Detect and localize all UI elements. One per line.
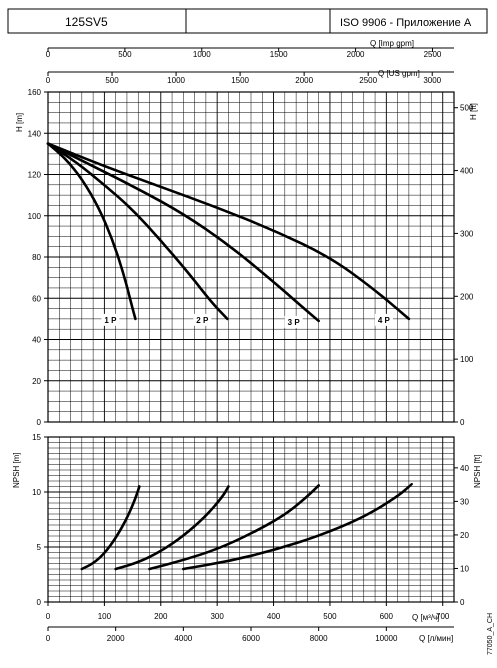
series-label-bg — [193, 313, 212, 326]
us-tick-label: 3000 — [423, 76, 441, 85]
h-y-tick-label: 140 — [28, 129, 42, 138]
imp-tick-label: 0 — [46, 50, 51, 59]
series-label-bg — [374, 313, 393, 326]
series-label: 3 P — [288, 318, 301, 327]
h-y2-tick-label: 100 — [460, 355, 474, 364]
model-name: 125SV5 — [65, 15, 108, 29]
npsh-y2-tick-label: 40 — [460, 464, 469, 473]
h-y2-tick-label: 200 — [460, 292, 474, 301]
lmin-tick-label: 0 — [46, 634, 51, 643]
m3h-tick-label: 200 — [154, 612, 168, 621]
npsh-y2-tick-label: 20 — [460, 531, 469, 540]
h-y-tick-label: 60 — [32, 294, 41, 303]
series-label-bg — [284, 315, 303, 328]
npsh-curve-4p — [182, 483, 414, 571]
npsh-axis-label: NPSH [m] — [12, 452, 21, 488]
m3h-tick-label: 400 — [267, 612, 281, 621]
h-y2-tick-label: 400 — [460, 167, 474, 176]
h-y-tick-label: 80 — [32, 253, 41, 262]
h-curve-2p — [46, 142, 229, 321]
drawing-code: 77050_A_CH — [487, 613, 494, 655]
m3h-axis-label: Q [м³/ч] — [412, 613, 439, 622]
us-tick-label: 2500 — [359, 76, 377, 85]
h-curve-1p — [46, 142, 137, 321]
npsh-curve-2p — [114, 485, 230, 571]
h-y-tick-label: 0 — [37, 418, 42, 427]
m3h-tick-label: 300 — [210, 612, 224, 621]
h-y2-tick-label: 500 — [460, 104, 474, 113]
h-y2-tick-label: 300 — [460, 229, 474, 238]
npsh-curve-3p — [148, 484, 320, 571]
standard-title: ISO 9906 - Приложение A — [340, 17, 472, 29]
h-y-tick-label: 20 — [32, 377, 41, 386]
npsh-y-tick-label: 5 — [37, 543, 42, 552]
hft-axis-label: H [ft] — [469, 103, 478, 120]
m3h-tick-label: 700 — [436, 612, 450, 621]
imp-tick-label: 500 — [118, 50, 132, 59]
npsh-y2-tick-label: 10 — [460, 564, 469, 573]
us-tick-label: 500 — [105, 76, 119, 85]
h-axis-label: H [m] — [15, 113, 24, 132]
lmin-tick-label: 2000 — [107, 634, 125, 643]
imp-axis-label: Q [Imp gpm] — [370, 39, 414, 48]
m3h-tick-label: 500 — [323, 612, 337, 621]
h-y-tick-label: 160 — [28, 88, 42, 97]
series-label: 1 P — [104, 316, 117, 325]
lmin-tick-label: 8000 — [310, 634, 328, 643]
series-label: 2 P — [196, 316, 209, 325]
series-label: 4 P — [378, 316, 391, 325]
us-tick-label: 1000 — [167, 76, 185, 85]
imp-tick-label: 2000 — [347, 50, 365, 59]
m3h-tick-label: 100 — [98, 612, 112, 621]
m3h-tick-label: 0 — [46, 612, 51, 621]
h-y-tick-label: 40 — [32, 336, 41, 345]
npsh-y-tick-label: 10 — [32, 488, 41, 497]
us-tick-label: 2000 — [295, 76, 313, 85]
h-curve-4p — [46, 142, 411, 321]
lmin-tick-label: 4000 — [174, 634, 192, 643]
imp-tick-label: 1500 — [270, 50, 288, 59]
npsh-y-tick-label: 15 — [32, 433, 41, 442]
m3h-tick-label: 600 — [380, 612, 394, 621]
npsh-curve-1p — [80, 485, 141, 571]
lmin-axis-label: Q [л/мин] — [419, 634, 453, 643]
h-curve-3p — [46, 142, 320, 323]
h-y-tick-label: 120 — [28, 171, 42, 180]
h-y2-tick-label: 0 — [460, 418, 465, 427]
lmin-tick-label: 10000 — [375, 634, 398, 643]
npsh-y-tick-label: 0 — [37, 598, 42, 607]
us-axis-label: Q [US gpm] — [378, 69, 420, 78]
npsh-y2-tick-label: 30 — [460, 497, 469, 506]
header: 125SV5 ISO 9906 - Приложение A — [7, 8, 488, 34]
us-tick-label: 0 — [46, 76, 51, 85]
npshft-axis-label: NPSH [ft] — [473, 455, 482, 488]
series-label-bg — [101, 313, 120, 326]
npsh-frame — [47, 436, 455, 603]
npsh-y2-tick-label: 0 — [460, 598, 465, 607]
h-y-tick-label: 100 — [28, 212, 42, 221]
imp-tick-label: 2500 — [424, 50, 442, 59]
us-tick-label: 1500 — [231, 76, 249, 85]
imp-tick-label: 1000 — [193, 50, 211, 59]
lmin-tick-label: 6000 — [242, 634, 260, 643]
